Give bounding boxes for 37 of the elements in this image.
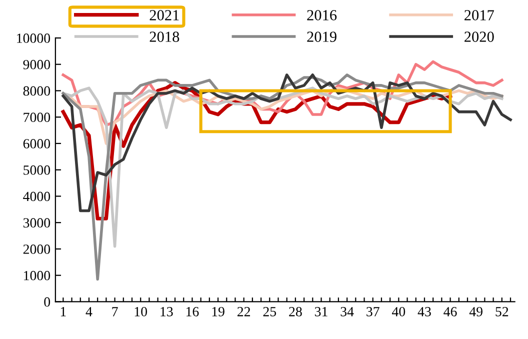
y-tick-label: 3000 — [23, 218, 50, 228]
y-tick-label: 6000 — [23, 139, 50, 148]
legend-label: 2019 — [307, 32, 336, 42]
y-tick-label: 1000 — [24, 270, 50, 280]
legend-label: 2016 — [307, 10, 337, 20]
x-tick-label: 16 — [186, 307, 199, 316]
y-tick-label: 2000 — [23, 244, 50, 254]
x-tick-label: 37 — [366, 307, 380, 316]
legend-label: 2021 — [150, 10, 179, 20]
x-tick-label: 34 — [340, 307, 354, 316]
x-tick-label: 52 — [496, 307, 508, 316]
x-tick-label: 31 — [314, 307, 328, 316]
x-tick-label: 22 — [237, 307, 250, 316]
x-tick-label: 40 — [392, 306, 406, 316]
x-tick-label: 10 — [134, 306, 148, 316]
y-tick-label: 0 — [44, 297, 50, 307]
x-tick-label: 13 — [160, 307, 173, 316]
legend-label: 2020 — [464, 32, 494, 42]
x-tick-label: 7 — [112, 307, 118, 316]
legend-label: 2018 — [150, 32, 180, 42]
x-tick-label: 4 — [86, 307, 92, 316]
x-tick-label: 43 — [418, 307, 431, 316]
y-tick-label: 4000 — [23, 192, 50, 202]
line-series — [62, 74, 504, 281]
legend-label: 2017 — [464, 10, 494, 20]
x-tick-label: 25 — [263, 307, 276, 316]
x-tick-label: 1 — [60, 307, 66, 316]
y-tick-label: 5000 — [24, 165, 50, 175]
y-tick-label: 9000 — [23, 60, 50, 70]
x-tick-label: 28 — [289, 306, 302, 316]
x-tick-label: 19 — [212, 307, 224, 316]
x-tick-label: 46 — [444, 307, 457, 316]
x-tick-label: 49 — [469, 307, 482, 316]
y-tick-label: 10000 — [17, 34, 50, 43]
y-tick-label: 8000 — [23, 86, 50, 96]
y-tick-label: 7000 — [24, 112, 50, 122]
line-series — [62, 74, 512, 212]
